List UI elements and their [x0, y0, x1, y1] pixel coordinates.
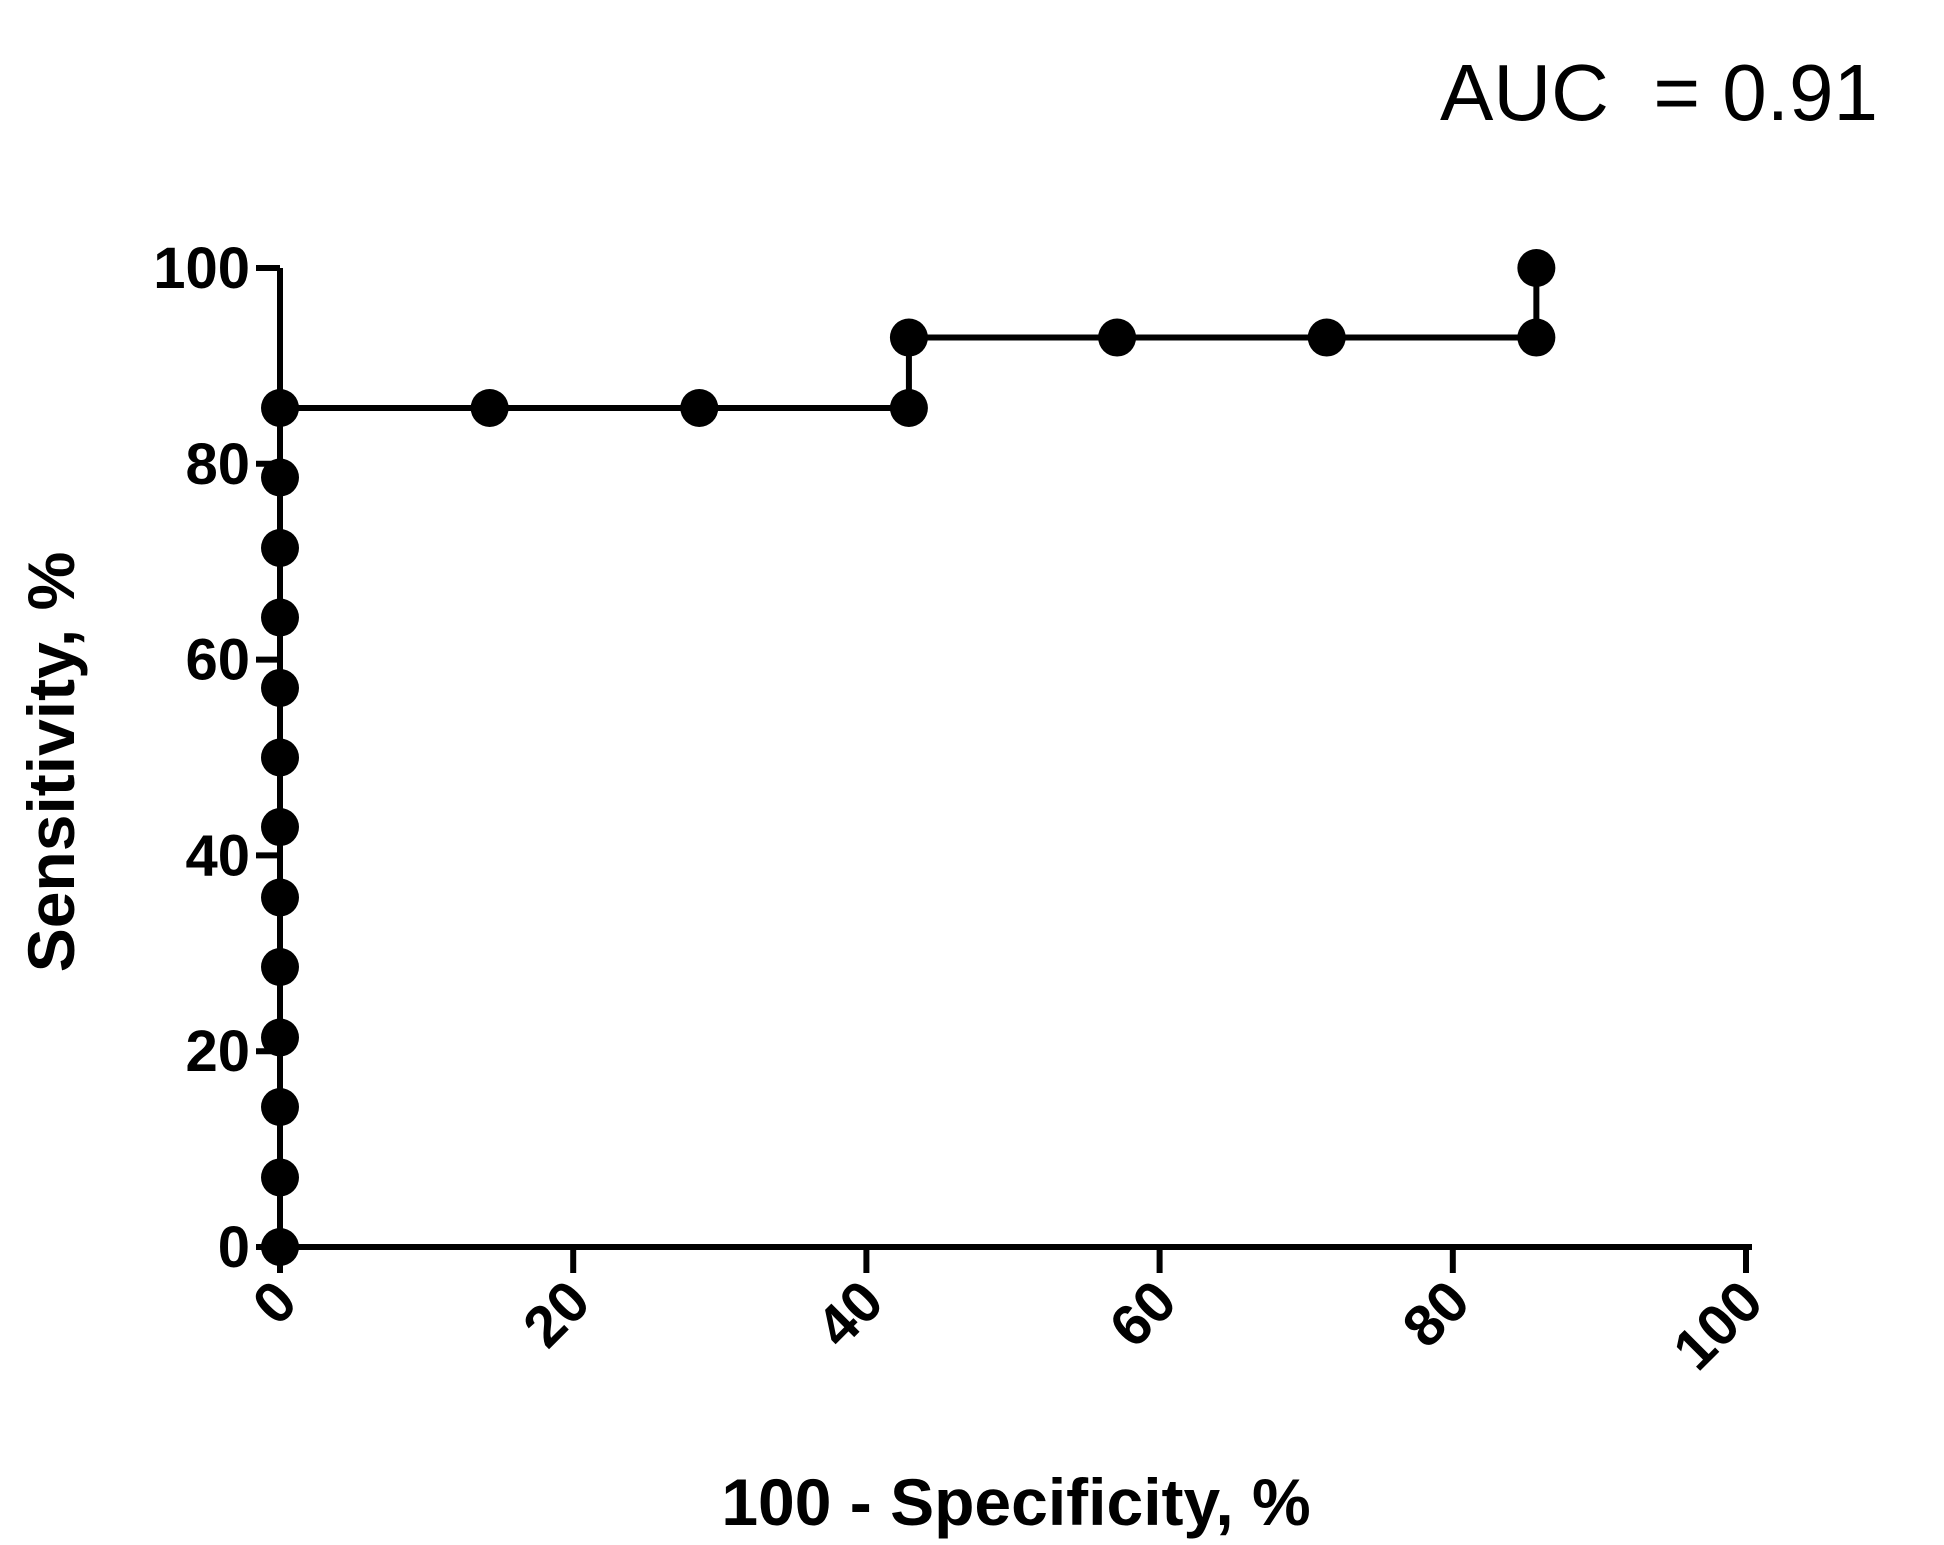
- y-tick-label: 100: [153, 236, 250, 301]
- series-markers: [261, 249, 1556, 1266]
- data-point: [1098, 318, 1137, 357]
- y-ticks: 0 20 40 60 80 100: [153, 236, 280, 1280]
- data-point: [889, 388, 928, 427]
- data-point: [261, 738, 299, 777]
- y-tick-label: 60: [185, 628, 250, 693]
- data-point: [680, 388, 719, 427]
- x-tick-label: 60: [1097, 1268, 1189, 1360]
- data-point: [261, 1018, 299, 1057]
- data-point: [261, 878, 299, 917]
- x-tick-label: 40: [804, 1268, 896, 1360]
- y-axis-title: Sensitivity, %: [14, 552, 88, 973]
- data-point: [261, 458, 299, 497]
- data-point: [261, 598, 299, 637]
- y-tick-label: 20: [185, 1019, 250, 1084]
- y-tick-label: 0: [218, 1215, 250, 1280]
- data-point: [261, 528, 299, 567]
- y-tick-label: 40: [185, 823, 250, 888]
- x-tick-label: 20: [511, 1268, 603, 1360]
- data-point: [261, 1228, 299, 1266]
- x-tick-label: 0: [240, 1268, 309, 1337]
- x-tick-label: 100: [1661, 1268, 1775, 1382]
- data-point: [889, 318, 928, 357]
- data-point: [470, 388, 509, 427]
- data-point: [261, 808, 299, 847]
- data-point: [261, 668, 299, 707]
- data-point: [261, 388, 299, 427]
- data-point: [1517, 249, 1556, 287]
- data-point: [261, 1088, 299, 1127]
- x-axis-title: 100 - Specificity, %: [721, 1465, 1310, 1539]
- data-point: [261, 948, 299, 987]
- y-tick-label: 80: [185, 432, 250, 497]
- data-point: [261, 1158, 299, 1197]
- x-ticks: 0 20 40 60 80 100: [240, 1247, 1775, 1383]
- data-point: [1307, 318, 1346, 357]
- auc-annotation: AUC = 0.91: [1440, 48, 1878, 137]
- data-point: [1517, 318, 1556, 357]
- x-tick-label: 80: [1390, 1268, 1482, 1360]
